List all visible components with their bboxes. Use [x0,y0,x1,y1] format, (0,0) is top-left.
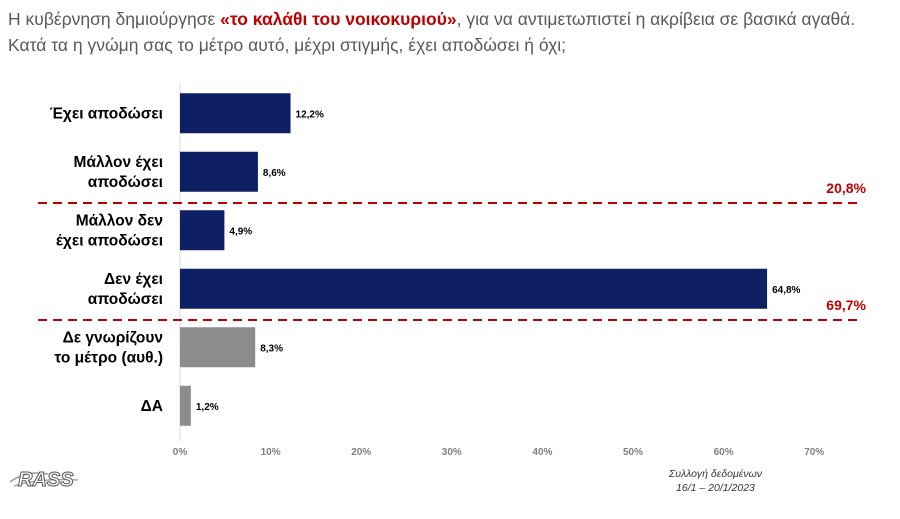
category-label: έχει αποδώσει [56,232,163,249]
category-label: Δεν έχει [104,271,163,288]
value-label: 4,9% [229,226,252,237]
category-label: αποδώσει [88,291,163,308]
x-tick-label: 30% [442,447,462,458]
bar [180,151,258,192]
data-collection-note: Συλλογή δεδομένων 16/1 – 20/1/2023 [669,467,762,495]
footer-line-1: Συλλογή δεδομένων [668,468,762,480]
category-label: αποδώσει [88,174,163,191]
x-tick-label: 50% [623,447,643,458]
category-label: το μέτρο (αυθ.) [54,349,163,366]
category-label: Μάλλον έχει [74,154,163,171]
x-tick-label: 70% [804,447,824,458]
footer-line-2: 16/1 – 20/1/2023 [676,482,755,494]
value-label: 12,2% [296,109,324,120]
group-total-label: 69,7% [826,297,866,313]
category-label: Δε γνωρίζουν [63,329,163,346]
bar [180,268,768,309]
value-label: 1,2% [196,402,219,413]
group-total-label: 20,8% [826,180,866,196]
chart-title: Η κυβέρνηση δημιούργησε «το καλάθι του ν… [8,9,856,55]
bar [180,385,191,426]
bar [180,327,256,368]
value-label: 8,3% [260,343,283,354]
x-tick-label: 10% [261,447,281,458]
x-tick-label: 0% [173,447,188,458]
rass-logo: RASS [9,469,79,492]
category-label: ΔΑ [141,398,163,415]
category-label: Μάλλον δεν [76,212,163,229]
category-label: Έχει αποδώσει [50,105,163,122]
bar [180,210,225,251]
logo-text: RASS [18,469,74,491]
logo-swoosh [9,472,79,487]
x-tick-label: 60% [714,447,734,458]
bar [180,93,291,134]
value-label: 8,6% [263,168,286,179]
x-tick-label: 40% [532,447,552,458]
x-tick-label: 20% [351,447,371,458]
value-label: 64,8% [772,285,800,296]
